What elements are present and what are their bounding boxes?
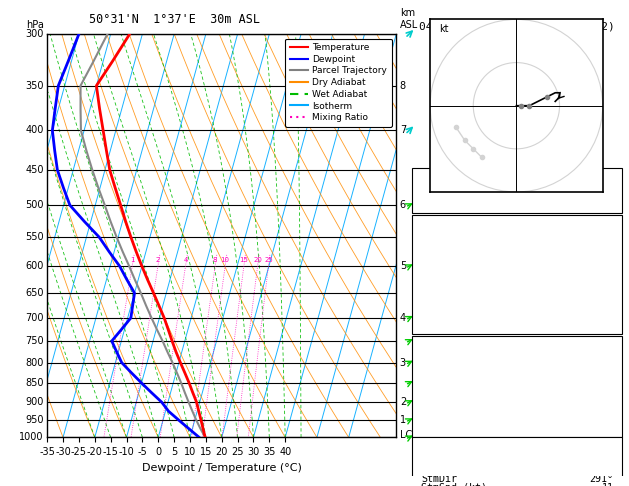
Text: 750: 750 — [25, 336, 43, 346]
Bar — [413, 336, 622, 436]
Text: km
ASL: km ASL — [400, 8, 418, 30]
Text: 450: 450 — [25, 165, 43, 175]
Text: 950: 950 — [25, 415, 43, 425]
Text: 15: 15 — [240, 257, 248, 263]
Text: 900: 900 — [25, 397, 43, 407]
Text: 23: 23 — [601, 465, 613, 475]
Text: 50°31'N  1°37'E  30m ASL: 50°31'N 1°37'E 30m ASL — [89, 13, 260, 26]
Text: 8: 8 — [400, 81, 406, 91]
Text: 10: 10 — [221, 257, 230, 263]
Text: 850: 850 — [25, 378, 43, 388]
Text: 0: 0 — [608, 425, 613, 435]
Text: 17: 17 — [601, 171, 613, 181]
Text: 800: 800 — [25, 358, 43, 367]
Text: 5: 5 — [608, 392, 613, 402]
Text: 14.8: 14.8 — [589, 238, 613, 248]
Text: 8: 8 — [213, 257, 218, 263]
Text: 1: 1 — [400, 415, 406, 425]
Text: 500: 500 — [25, 200, 43, 210]
Text: Hodograph: Hodograph — [491, 442, 544, 452]
Text: StmSpd (kt): StmSpd (kt) — [421, 483, 487, 486]
Text: 650: 650 — [25, 288, 43, 298]
Text: Lifted Index: Lifted Index — [421, 289, 493, 299]
Text: 42: 42 — [601, 186, 613, 195]
Text: Dewp (°C): Dewp (°C) — [421, 255, 476, 265]
X-axis label: Dewpoint / Temperature (°C): Dewpoint / Temperature (°C) — [142, 463, 302, 473]
Text: 300: 300 — [25, 29, 43, 39]
Text: CAPE (J): CAPE (J) — [421, 409, 469, 419]
Text: 2: 2 — [156, 257, 160, 263]
Text: 6: 6 — [400, 200, 406, 210]
Text: Pressure (mb): Pressure (mb) — [421, 359, 499, 369]
Text: 11: 11 — [601, 483, 613, 486]
Text: PW (cm): PW (cm) — [421, 200, 464, 210]
Text: 04.06.2024  15GMT  (Base: 12): 04.06.2024 15GMT (Base: 12) — [420, 21, 615, 32]
Text: 291°: 291° — [589, 474, 613, 484]
Text: 1010: 1010 — [589, 359, 613, 369]
Text: 3: 3 — [400, 358, 406, 367]
Text: Lifted Index: Lifted Index — [421, 392, 493, 402]
Text: 312: 312 — [596, 376, 613, 386]
Text: 350: 350 — [25, 81, 43, 91]
Text: 312: 312 — [596, 272, 613, 282]
Text: 550: 550 — [25, 232, 43, 242]
Text: CIN (J): CIN (J) — [421, 322, 464, 332]
Text: 19: 19 — [601, 456, 613, 466]
Text: CIN (J): CIN (J) — [421, 425, 464, 435]
Text: 700: 700 — [25, 313, 43, 323]
Text: θᴄ(K): θᴄ(K) — [421, 272, 452, 282]
Text: 1000: 1000 — [19, 433, 43, 442]
Text: 4: 4 — [400, 313, 406, 323]
Text: SREH: SREH — [421, 465, 445, 475]
Text: hPa: hPa — [26, 20, 43, 30]
Text: Surface: Surface — [496, 220, 538, 230]
Text: 20: 20 — [253, 257, 262, 263]
Legend: Temperature, Dewpoint, Parcel Trajectory, Dry Adiabat, Wet Adiabat, Isotherm, Mi: Temperature, Dewpoint, Parcel Trajectory… — [286, 38, 392, 127]
Text: 0: 0 — [608, 409, 613, 419]
Text: EH: EH — [421, 456, 433, 466]
Text: 12.9: 12.9 — [589, 255, 613, 265]
Text: 25: 25 — [264, 257, 273, 263]
Bar — [413, 436, 622, 486]
Text: 400: 400 — [25, 125, 43, 136]
Text: Temp (°C): Temp (°C) — [421, 238, 476, 248]
Text: CAPE (J): CAPE (J) — [421, 306, 469, 315]
Text: Mixing Ratio (g/kg): Mixing Ratio (g/kg) — [414, 230, 424, 322]
Bar — [413, 168, 622, 213]
Text: 0: 0 — [608, 306, 613, 315]
Text: Most Unstable: Most Unstable — [478, 342, 557, 351]
Text: 5: 5 — [608, 289, 613, 299]
Text: 5: 5 — [400, 261, 406, 271]
Text: 1: 1 — [130, 257, 135, 263]
Text: 7: 7 — [400, 125, 406, 136]
Text: 0: 0 — [608, 322, 613, 332]
Text: LCL: LCL — [400, 430, 418, 440]
Text: 4: 4 — [183, 257, 187, 263]
Text: θᴄ (K): θᴄ (K) — [421, 376, 457, 386]
Text: kt: kt — [439, 24, 448, 35]
Text: 600: 600 — [25, 261, 43, 271]
Text: 2: 2 — [400, 397, 406, 407]
Bar — [413, 215, 622, 334]
Text: Totals Totals: Totals Totals — [421, 186, 499, 195]
Text: 2.29: 2.29 — [589, 200, 613, 210]
Text: K: K — [421, 171, 427, 181]
Text: StmDir: StmDir — [421, 474, 457, 484]
